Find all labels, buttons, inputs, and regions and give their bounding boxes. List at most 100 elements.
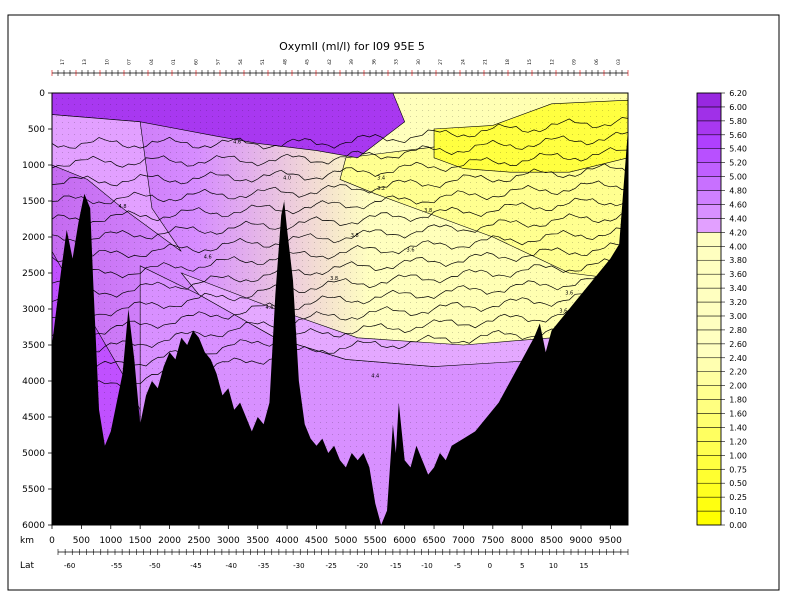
colorbar-swatch-4.20 xyxy=(696,218,722,233)
colorbar-label-2.80: 2.80 xyxy=(729,326,747,335)
y-tick-label-1000: 1000 xyxy=(22,161,45,171)
colorbar-label-0.00: 0.00 xyxy=(729,521,747,530)
section-plot: 4.8 4.6 4.6 4.4 4.0 3.8 3.8 3.6 3.4 3.2 3.8 3.6 3.6 4… xyxy=(52,93,628,525)
colorbar-swatch-0.50 xyxy=(696,469,722,484)
colorbar-swatch-2.60 xyxy=(696,329,722,345)
x-tick-label-4500: 4500 xyxy=(305,536,328,546)
page-frame xyxy=(7,14,780,591)
station-label-36: 36 xyxy=(371,59,377,65)
y-tick-label-5500: 5500 xyxy=(22,485,45,495)
y-tick-label-5000: 5000 xyxy=(22,449,45,459)
colorbar-label-2.60: 2.60 xyxy=(729,340,747,349)
colorbar-label-1.80: 1.80 xyxy=(729,396,747,405)
colorbar-swatch-3.80 xyxy=(696,246,722,261)
station-label-33: 33 xyxy=(394,59,400,65)
station-label-09: 09 xyxy=(572,59,578,65)
contour-label-3: 4.4 xyxy=(371,373,379,379)
colorbar-label-4.00: 4.00 xyxy=(729,242,747,251)
colorbar-swatch-6.00 xyxy=(696,92,722,108)
colorbar-swatch-5.80 xyxy=(696,106,722,122)
x-tick-label-2500: 2500 xyxy=(187,536,210,546)
colorbar-swatch-1.20 xyxy=(696,427,722,442)
chart-title: OxymII (ml/l) for I09 95E 5 xyxy=(279,40,425,53)
station-label-21: 21 xyxy=(483,59,489,65)
colorbar-label-5.00: 5.00 xyxy=(729,173,747,182)
lat-tick-label--55: -55 xyxy=(111,562,122,570)
lat-tick-label--60: -60 xyxy=(64,562,75,570)
colorbar-swatch-0.75 xyxy=(696,455,722,470)
station-label-03: 03 xyxy=(616,59,622,65)
station-label-57: 57 xyxy=(216,59,222,65)
colorbar-swatch-2.00 xyxy=(696,371,722,386)
colorbar-swatch-2.20 xyxy=(696,357,722,372)
colorbar-label-0.75: 0.75 xyxy=(729,465,747,474)
x-tick-label-1000: 1000 xyxy=(99,536,122,546)
colorbar-label-4.60: 4.60 xyxy=(729,200,747,209)
station-label-06: 06 xyxy=(594,59,600,65)
colorbar-label-1.00: 1.00 xyxy=(729,451,747,460)
colorbar-swatch-2.80 xyxy=(696,315,722,331)
contour-label-9: 3.2 xyxy=(377,186,385,192)
contour-label-12: 3.6 xyxy=(559,309,567,315)
colorbar-swatch-5.40 xyxy=(696,134,722,149)
colorbar-swatch-3.00 xyxy=(696,301,722,317)
y-tick-label-500: 500 xyxy=(28,125,45,135)
colorbar-label-4.40: 4.40 xyxy=(729,214,747,223)
colorbar-label-0.10: 0.10 xyxy=(729,507,747,516)
colorbar-label-2.20: 2.20 xyxy=(729,368,747,377)
station-label-04: 04 xyxy=(149,59,155,65)
lat-tick-label--40: -40 xyxy=(226,562,237,570)
x-tick-label-500: 500 xyxy=(73,536,90,546)
x-tick-label-1500: 1500 xyxy=(129,536,152,546)
x-tick-label-7000: 7000 xyxy=(452,536,475,546)
contour-label-13: 4.6 xyxy=(233,139,241,145)
station-label-07: 07 xyxy=(127,59,133,65)
colorbar-swatch-1.40 xyxy=(696,413,722,428)
seafloor-topography xyxy=(52,129,628,525)
contour-label-10: 3.8 xyxy=(330,276,338,282)
contour-label-6: 3.8 xyxy=(424,208,432,214)
colorbar-swatch-3.20 xyxy=(696,287,722,303)
lat-tick-label--5: -5 xyxy=(454,562,461,570)
colorbar-swatch-1.00 xyxy=(696,441,722,456)
colorbar-swatch-2.40 xyxy=(696,343,722,359)
station-label-27: 27 xyxy=(438,59,444,65)
colorbar-swatch-0.10 xyxy=(696,496,722,512)
colorbar-label-6.20: 6.20 xyxy=(729,89,747,98)
lat-tick-label--25: -25 xyxy=(325,562,336,570)
x-tick-label-5000: 5000 xyxy=(334,536,357,546)
colorbar-swatch-4.40 xyxy=(696,204,722,219)
contour-label-2: 4.6 xyxy=(265,305,273,311)
colorbar-swatch-5.20 xyxy=(696,148,722,163)
colorbar-label-3.00: 3.00 xyxy=(729,312,747,321)
lat-tick-label--30: -30 xyxy=(293,562,304,570)
colorbar-label-4.80: 4.80 xyxy=(729,187,747,196)
station-label-45: 45 xyxy=(305,59,311,65)
colorbar-label-1.60: 1.60 xyxy=(729,410,747,419)
colorbar-label-1.40: 1.40 xyxy=(729,423,747,432)
x-tick-label-5500: 5500 xyxy=(364,536,387,546)
x-axis-label: km xyxy=(20,536,34,546)
station-label-13: 13 xyxy=(82,59,88,65)
x-tick-label-8000: 8000 xyxy=(511,536,534,546)
station-label-54: 54 xyxy=(238,59,244,65)
x-tick-label-9500: 9500 xyxy=(599,536,622,546)
colorbar-label-0.25: 0.25 xyxy=(729,493,747,502)
station-label-48: 48 xyxy=(282,59,288,65)
station-label-12: 12 xyxy=(549,59,555,65)
lat-tick-label--15: -15 xyxy=(390,562,401,570)
lat-tick-label--45: -45 xyxy=(190,562,201,570)
colorbar-swatch-3.60 xyxy=(696,259,722,275)
x-tick-label-6500: 6500 xyxy=(423,536,446,546)
contour-label-11: 3.6 xyxy=(565,291,573,297)
x-tick-label-0: 0 xyxy=(49,536,55,546)
contour-label-8: 3.4 xyxy=(377,175,385,181)
colorbar-swatch-1.80 xyxy=(696,385,722,400)
contour-label-4: 4.0 xyxy=(283,175,291,181)
colorbar-swatch-5.60 xyxy=(696,120,722,136)
colorbar-label-5.20: 5.20 xyxy=(729,159,747,168)
colorbar-label-5.40: 5.40 xyxy=(729,145,747,154)
x-tick-label-9000: 9000 xyxy=(570,536,593,546)
